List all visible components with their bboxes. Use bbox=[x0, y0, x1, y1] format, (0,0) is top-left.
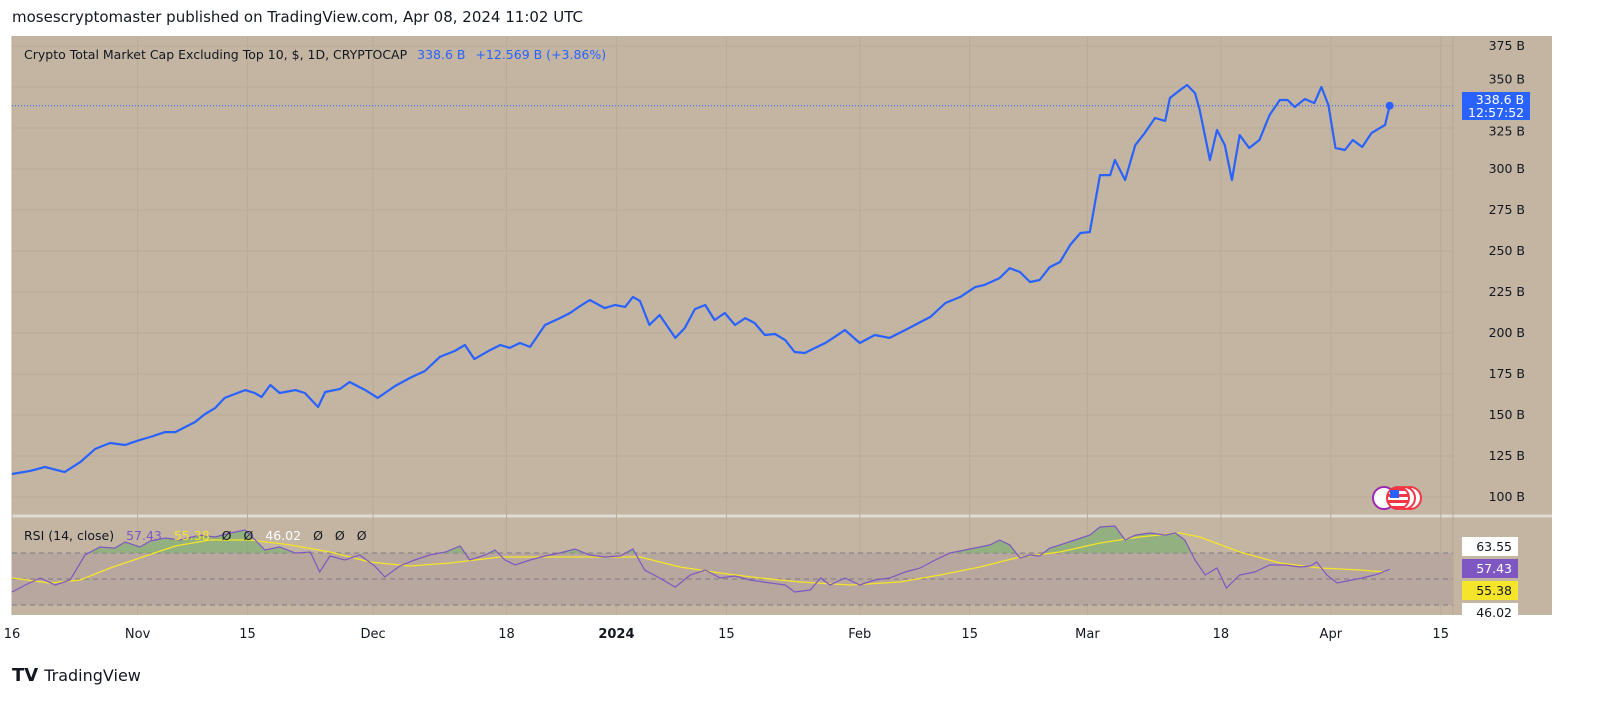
y-tick-label: 300 B bbox=[1489, 161, 1525, 176]
last-price-badge: 338.6 B 12:57:52 bbox=[1462, 91, 1531, 120]
y-tick-label: 375 B bbox=[1489, 38, 1525, 53]
x-tick-label: Dec bbox=[361, 627, 386, 642]
x-tick-label: 18 bbox=[1213, 627, 1230, 642]
chart-canvas[interactable]: 16 Nov 15 Dec 18 2024 15 Feb 15 Mar 18 Apr 15 375 B 35… bbox=[0, 0, 1600, 660]
chart-background bbox=[12, 36, 1552, 615]
y-tick-label: 125 B bbox=[1489, 448, 1525, 463]
y-tick-label: 175 B bbox=[1489, 366, 1525, 381]
x-tick-label: 18 bbox=[498, 627, 515, 642]
right-margin bbox=[1552, 36, 1600, 616]
x-tick-label: Nov bbox=[125, 627, 151, 642]
rsi-lower-value: 46.02 bbox=[265, 528, 302, 543]
us-flag-icon[interactable] bbox=[1386, 486, 1410, 510]
y-tick-label: 225 B bbox=[1489, 284, 1525, 299]
x-tick-label: 15 bbox=[718, 627, 735, 642]
x-tick-label: 16 bbox=[4, 627, 21, 642]
rsi-ma-badge: 55.38 bbox=[1462, 581, 1518, 600]
rsi-empty-value: Ø bbox=[334, 528, 345, 543]
y-tick-label: 275 B bbox=[1489, 202, 1525, 217]
badge-price: 338.6 B bbox=[1475, 91, 1525, 107]
rsi-lower-badge: 46.02 bbox=[1462, 603, 1518, 622]
x-tick-label: 2024 bbox=[598, 627, 634, 642]
rsi-empty-value: Ø bbox=[313, 528, 323, 543]
rsi-value: 57.43 bbox=[126, 528, 162, 543]
rsi-empty-value: Ø bbox=[356, 528, 367, 543]
badge-countdown: 12:57:52 bbox=[1468, 104, 1525, 120]
y-tick-label: 150 B bbox=[1489, 407, 1525, 422]
publish-header: mosescryptomaster published on TradingVi… bbox=[12, 8, 583, 26]
rsi-ma-line bbox=[11, 532, 1386, 586]
rsi-empty-value: Ø bbox=[243, 528, 254, 543]
x-tick-label: Feb bbox=[848, 627, 871, 642]
y-tick-label: 350 B bbox=[1489, 72, 1525, 87]
x-tick-label: Apr bbox=[1320, 627, 1343, 642]
tradingview-logo[interactable]: TV TradingView bbox=[12, 665, 141, 686]
y-tick-label: 250 B bbox=[1489, 243, 1525, 258]
rsi-overbought-fill bbox=[12, 526, 1390, 553]
footer-brand: TradingView bbox=[44, 666, 141, 685]
x-tick-label: Mar bbox=[1075, 627, 1100, 642]
tv-logo-icon: TV bbox=[12, 665, 39, 686]
x-tick-label: 15 bbox=[239, 627, 256, 642]
rsi-label[interactable]: RSI (14, close) bbox=[24, 528, 115, 543]
symbol-title[interactable]: Crypto Total Market Cap Excluding Top 10… bbox=[24, 47, 408, 62]
last-price-dot bbox=[1385, 101, 1394, 110]
x-tick-label: 15 bbox=[1432, 627, 1449, 642]
symbol-legend: Crypto Total Market Cap Excluding Top 10… bbox=[24, 47, 612, 62]
y-tick-label: 200 B bbox=[1489, 325, 1525, 340]
y-tick-label: 325 B bbox=[1489, 124, 1525, 139]
x-tick-label: 15 bbox=[961, 627, 978, 642]
rsi-empty-value: Ø bbox=[221, 528, 232, 543]
rsi-ma-value: 55.38 bbox=[173, 528, 210, 543]
rsi-upper-badge: 63.55 bbox=[1462, 537, 1518, 556]
event-icons[interactable] bbox=[1372, 486, 1432, 514]
y-tick-label: 100 B bbox=[1489, 489, 1525, 504]
price-change: +12.569 B (+3.86%) bbox=[475, 47, 607, 62]
last-price: 338.6 B bbox=[417, 47, 466, 62]
rsi-value-badge: 57.43 bbox=[1462, 559, 1518, 578]
price-line bbox=[11, 83, 1391, 476]
rsi-line bbox=[11, 525, 1390, 593]
rsi-legend: RSI (14, close) 57.43 55.38 Ø Ø 46.02 Ø … bbox=[24, 528, 375, 543]
